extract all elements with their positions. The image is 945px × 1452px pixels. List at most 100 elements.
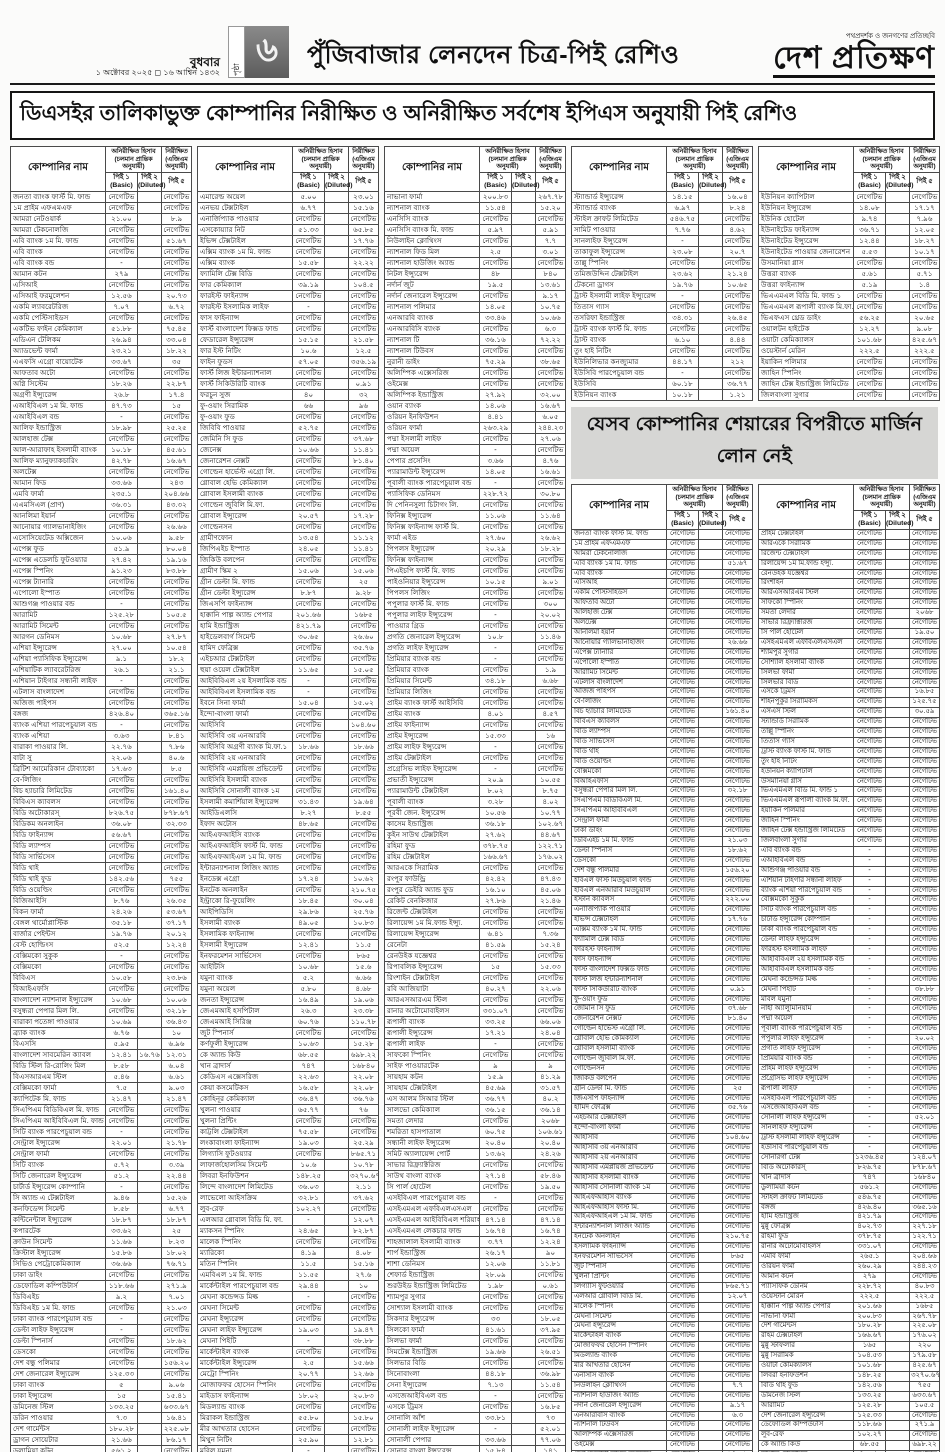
pe-value-cell <box>885 1123 910 1135</box>
pe-value-cell: ১৪৮.২৫ <box>292 1169 325 1182</box>
pe-value-cell: নেগেটিভ <box>161 190 192 203</box>
pe-value-cell: নেগেটিভ <box>479 597 512 610</box>
company-name-cell: ফাইন ফুডস <box>197 355 293 368</box>
pe-value-cell: ১.৪ <box>909 278 940 291</box>
pe-value-cell: ১২.০৭ <box>348 1213 379 1226</box>
company-name-cell: রেনেটা <box>384 938 480 951</box>
pe-value-cell: ৪৭.৭৩ <box>105 399 138 412</box>
pe-value-cell <box>511 1158 536 1171</box>
company-name-cell: বঙ্গজ <box>758 1202 854 1214</box>
pe-value-cell: ৬৯৮.২২ <box>909 1440 940 1452</box>
pe-value-cell: নেগেটিভ <box>666 836 699 847</box>
pe-value-cell: নেগেটিভ <box>666 1133 699 1145</box>
pe-value-cell <box>511 894 536 907</box>
pe-value-cell: নেগেটিভ <box>666 528 699 540</box>
pe-value-cell: ৪০.৬ <box>161 751 192 764</box>
company-name-cell: ডমিনেজ স্টিল <box>758 1390 854 1402</box>
company-name-cell: সেন্ট্রাল ফার্মা <box>571 816 667 828</box>
pe-value-cell: নেগেটিভ <box>853 806 886 818</box>
pe-value-cell: ১০.৬৬ <box>535 311 566 324</box>
pe-value-cell <box>511 1224 536 1237</box>
pe-value-cell <box>324 278 349 291</box>
pe-value-cell: নেগেটিভ <box>722 756 753 768</box>
pe-value-cell <box>511 300 536 313</box>
pe-value-cell <box>324 850 349 863</box>
pe-value-cell <box>137 454 162 467</box>
table-row: নর্দার্ন জেনারেল ইন্স্যুরেন্স নেগেটিভ ৯.১৭ <box>384 289 566 302</box>
pe-table-column-4: কোম্পানির নাম অনিরীক্ষিত হিসাব (চলমান প্… <box>571 146 753 401</box>
company-name-cell: আইসিবি অগ্রণী ব্যাংক মি.ফা.১ <box>197 740 293 753</box>
pe-value-cell: নেগেটিভ <box>292 575 325 588</box>
pe-value-cell: ৩৬.০৮ <box>105 817 138 830</box>
company-name-cell: ইউনিলিভার কনজ্যুমার <box>571 355 667 368</box>
pe-value-cell <box>698 845 723 857</box>
table-row: মেঘনা কন্ডেন্সড মিল্ক - নেগেটিভ <box>758 974 940 986</box>
pe-value-cell: নেগেটিভ <box>909 377 940 390</box>
table-row: খান ব্রাদার্স ৭৪৭ ১৬৮৪০ <box>758 1172 940 1184</box>
pe-value-cell: নেগেটিভ <box>853 300 886 313</box>
company-name-cell: ম্যাকসন স্পিনিং <box>197 1224 293 1237</box>
pe-value-cell: নেগেটিভ <box>479 432 512 445</box>
company-name-cell: ট্রাস্ট ইসলামী লাইফ ইন্স্যুরেন্স <box>571 289 667 302</box>
pe-value-cell: ১২.৩১ <box>161 1048 192 1061</box>
pe-value-cell: নেগেটিভ <box>666 637 699 649</box>
pe-value-cell: ২৫.২৯ <box>348 1136 379 1149</box>
pe-value-cell: নেগেটিভ <box>292 432 325 445</box>
pe-value-cell: ৫৭.০৫ <box>292 355 325 368</box>
pe-value-cell <box>511 674 536 687</box>
company-name-cell: এবি ব্যাংক বন্ড <box>10 256 106 269</box>
pe-value-cell: - <box>479 1389 512 1402</box>
pe-value-cell <box>698 915 723 927</box>
pe-value-cell <box>324 1367 349 1380</box>
company-name-cell: ফিনিক্স ইন্স্যুরেন্স <box>384 509 480 522</box>
pe-value-cell: নেগেটিভ <box>161 1444 192 1452</box>
pe-value-cell: ২৭১.৯ <box>161 1279 192 1292</box>
company-name-cell: ট্রাস্ট ব্যাংক <box>571 333 667 346</box>
pe-value-cell <box>885 1321 910 1333</box>
pe-value-cell <box>137 333 162 346</box>
company-name-cell: মুন্নু ফেব্রিক্স <box>758 1222 854 1234</box>
pe-value-cell <box>137 784 162 797</box>
pe-value-cell <box>511 1433 536 1446</box>
company-name-cell: লাভেলো আইসক্রিম <box>197 1191 293 1204</box>
pe-value-cell <box>885 1024 910 1036</box>
pe-value-cell: ১১.৫৪ <box>479 201 512 214</box>
table-row: ট্রাস্ট ব্যাংক ৬.১০ ৪.৪৪ <box>571 333 753 346</box>
pe-value-cell: - <box>853 845 886 857</box>
company-name-cell: হাক্কানি পাল্প অ্যান্ড পেপার <box>197 608 293 621</box>
pe-value-cell <box>698 1430 723 1442</box>
pe-value-cell: ১৫.৩৩ <box>535 960 566 973</box>
pe-value-cell: ৩০০ <box>535 597 566 610</box>
pe-value-cell: ১১.৬৪ <box>535 509 566 522</box>
company-name-cell: পপুলার ফার্স্ট মি. ফান্ড <box>384 597 480 610</box>
table-row: ইভিন্স টেক্সটাইল নেগেটিভ ১৭.৭৬ <box>197 234 379 247</box>
pe-value-cell: ২১.৬৬ <box>105 1433 138 1446</box>
pe-value-cell: ১৮.৬২ <box>161 1334 192 1347</box>
company-name-cell: বিচ হ্যাচারি লিমিটেড <box>10 784 106 797</box>
pe-value-cell: - <box>853 1063 886 1075</box>
pe-value-cell <box>511 1136 536 1149</box>
pe-value-cell: ২৪৩ <box>161 476 192 489</box>
pe-value-cell: নেগেটিভ <box>535 718 566 731</box>
table-row: পিএইচপি ফার্স্ট মি. ফান্ড নেগেটিভ নেগেটিভ <box>384 564 566 577</box>
company-name-cell: বসুন্ধরা পেপার মিল লি. <box>571 786 667 798</box>
pe-value-cell: নেগেটিভ <box>909 538 940 550</box>
pe-value-cell: নেগেটিভ <box>853 558 886 570</box>
company-name-cell: আইসিবি এমপ্লয়িজ প্রভিডেন্ট <box>197 762 293 775</box>
company-name-cell: ওয়াটা কেমিক্যালস <box>758 333 854 346</box>
pe-value-cell <box>324 905 349 918</box>
table-row: ভিএএমএল রূপালী ব্যাংক মি.ফা. নেগেটিভ নেগেট… <box>758 796 940 808</box>
pe-value-cell <box>324 1081 349 1094</box>
company-name-cell: বাটা সু <box>10 751 106 764</box>
right-section: কোম্পানির নাম অনিরীক্ষিত হিসাব (চলমান প্… <box>571 146 940 1452</box>
col-header-audited: নিরীক্ষিত (এজিএম অনুযায়ী) <box>722 146 753 173</box>
pe-value-cell <box>698 736 723 748</box>
pe-value-cell <box>885 190 910 203</box>
table-row: ঢাকা ডাইং নেগেটিভ নেগেটিভ <box>10 1268 192 1281</box>
logo-text: দেশ প্রতিক্ষণ <box>773 42 935 78</box>
pe-value-cell: নেগেটিভ <box>479 1202 512 1215</box>
company-name-cell: আইসিবি সোনালী ব্যাংক ১ম <box>197 784 293 797</box>
pe-value-cell: নেগেটিভ <box>666 895 699 907</box>
pe-value-cell: নেগেটিভ <box>479 1048 512 1061</box>
table-row: মবিল যমুনা - নেগেটিভ <box>197 1444 379 1452</box>
